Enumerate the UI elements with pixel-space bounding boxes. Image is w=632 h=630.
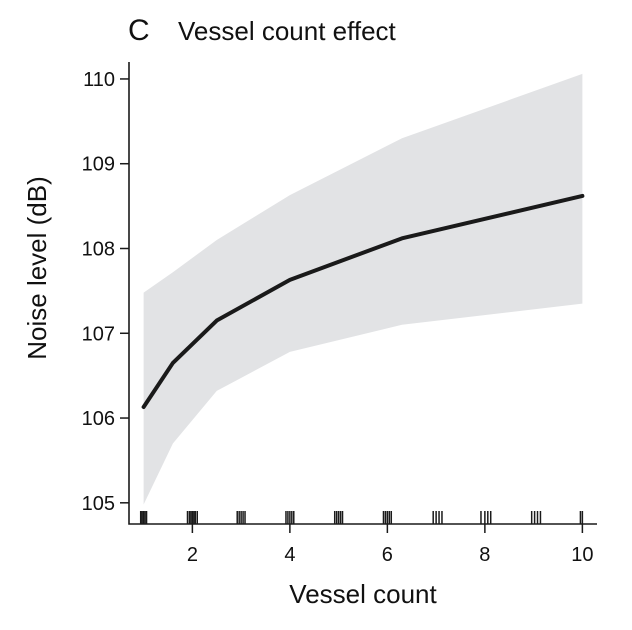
x-axis-label: Vessel count [289,579,437,609]
x-tick-label: 6 [382,544,393,566]
x-tick-label: 8 [479,544,490,566]
rug-layer [139,511,584,524]
y-tick-label: 105 [82,493,115,515]
panel-label: C [128,14,150,47]
y-axis-ticks: 105 106 107 108 109 110 [82,69,129,515]
x-tick-label: 2 [187,544,198,566]
axis-frame [128,62,597,525]
x-axis-ticks: 2 4 6 8 10 [187,524,594,566]
x-tick-label: 4 [284,544,295,566]
y-tick-label: 107 [82,323,115,345]
series-line-0 [141,193,585,410]
y-tick-label: 108 [82,239,115,261]
y-axis-label: Noise level (dB) [22,176,52,360]
series-line-layer [141,193,585,410]
y-tick-label: 109 [82,154,115,176]
y-tick-label: 110 [83,69,115,91]
confidence-band-layer [143,73,583,505]
x-tick-label: 10 [571,544,593,566]
confidence-band [143,73,583,505]
chart-title: Vessel count effect [178,16,397,46]
y-tick-label: 106 [82,408,115,430]
